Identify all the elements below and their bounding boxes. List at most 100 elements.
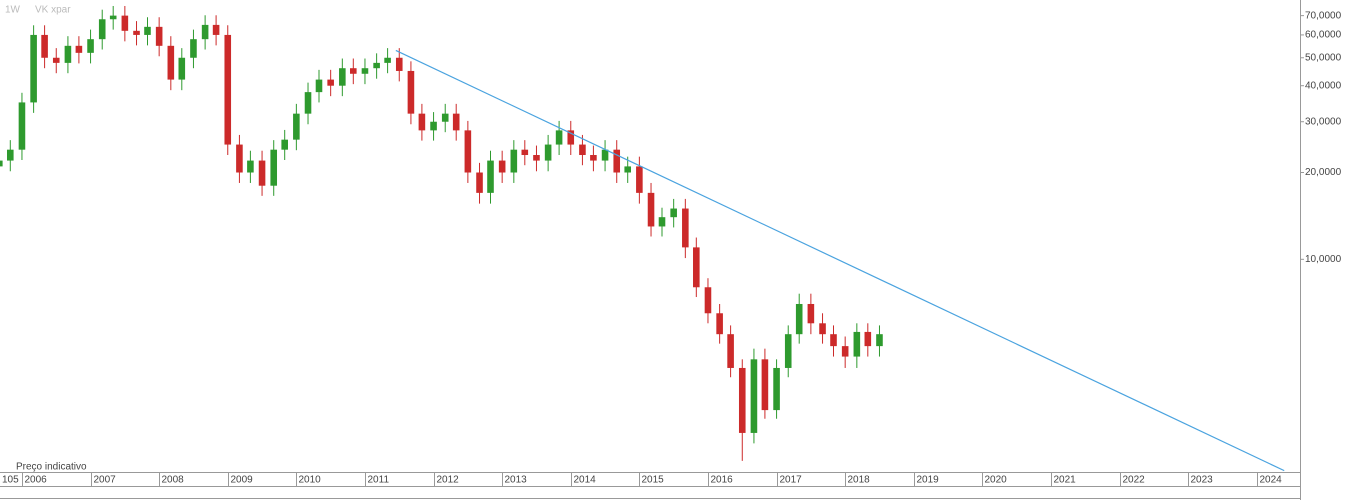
y-tick-label: 50,0000	[1305, 52, 1342, 63]
x-tick-label: 2018	[848, 475, 871, 486]
candle-body	[41, 34, 48, 58]
candle-body	[178, 57, 186, 80]
x-tick-label: 2021	[1054, 475, 1077, 486]
candle-body	[853, 331, 861, 357]
candle-body	[579, 144, 586, 156]
candle-body	[281, 139, 288, 150]
x-tick-label: 2022	[1123, 475, 1146, 486]
candle-body	[807, 303, 815, 324]
candle-body	[361, 68, 369, 74]
candle-body	[339, 68, 346, 86]
candle-body	[212, 24, 220, 35]
candle-body	[0, 160, 3, 167]
candle-body	[270, 149, 278, 186]
candle-body	[841, 346, 849, 357]
x-tick-label: 2015	[642, 475, 665, 486]
candle-body	[133, 30, 140, 35]
candle-body	[784, 334, 792, 368]
candle-body	[350, 68, 357, 74]
candle-body	[167, 45, 175, 80]
candle-body	[682, 208, 689, 248]
x-edge-label: 105	[2, 475, 19, 486]
candle-body	[384, 57, 391, 63]
candle-body	[498, 160, 506, 173]
x-tick-label: 2016	[711, 475, 734, 486]
x-tick-label: 2008	[162, 475, 185, 486]
y-tick-label: 70,0000	[1305, 10, 1342, 21]
candle-body	[544, 144, 552, 161]
candle-body	[819, 323, 826, 335]
x-tick-label: 2020	[985, 475, 1008, 486]
x-tick-label: 2010	[299, 475, 322, 486]
candle-body	[236, 144, 243, 173]
candle-body	[876, 334, 883, 347]
candle-body	[533, 155, 540, 161]
x-tick-label: 2013	[505, 475, 528, 486]
candle-body	[738, 367, 746, 433]
candle-body	[864, 331, 872, 347]
candle-body	[293, 113, 300, 140]
candle-body	[201, 24, 209, 40]
candle-body	[510, 149, 518, 173]
candle-body	[521, 149, 529, 156]
y-tick-label: 40,0000	[1305, 80, 1342, 91]
candle-body	[144, 26, 151, 35]
x-tick-label: 2012	[437, 475, 460, 486]
candle-body	[601, 149, 609, 161]
candle-body	[613, 149, 621, 173]
candle-body	[441, 113, 449, 122]
candle-body	[395, 57, 403, 71]
candle-body	[830, 334, 837, 347]
candle-body	[567, 130, 575, 145]
candle-body	[247, 160, 254, 173]
candle-body	[795, 303, 803, 335]
x-tick-label: 2011	[368, 475, 390, 486]
candle-body	[452, 113, 460, 131]
candle-body	[87, 39, 94, 53]
candle-body	[658, 217, 666, 227]
x-tick-label: 2023	[1191, 475, 1214, 486]
y-tick-label: 60,0000	[1305, 30, 1342, 41]
candle-body	[590, 155, 597, 161]
candle-body	[773, 367, 780, 411]
candle-body	[6, 149, 14, 161]
candle-body	[155, 26, 163, 46]
x-tick-label: 2007	[94, 475, 117, 486]
candle-body	[18, 102, 26, 150]
candle-body	[64, 45, 72, 63]
candle-body	[487, 160, 494, 193]
x-tick-label: 2024	[1260, 475, 1283, 486]
candle-body	[647, 192, 655, 227]
candle-body	[98, 19, 106, 40]
candle-body	[636, 166, 643, 193]
candle-body	[224, 34, 232, 145]
x-tick-label: 2019	[917, 475, 940, 486]
candle-body	[693, 247, 700, 288]
x-tick-label: 2006	[25, 475, 48, 486]
candle-body	[418, 113, 426, 131]
symbol-label: VK xpar	[35, 5, 71, 16]
candle-body	[761, 359, 769, 411]
x-tick-label: 2014	[574, 475, 597, 486]
candle-body	[327, 79, 334, 86]
candle-body	[555, 130, 563, 145]
candle-body	[52, 57, 60, 63]
candle-body	[727, 334, 734, 368]
candle-body	[304, 92, 312, 114]
x-tick-label: 2017	[780, 475, 803, 486]
candle-body	[464, 130, 472, 173]
candle-body	[624, 166, 631, 173]
candle-body	[75, 45, 83, 53]
note: Preço indicativo	[16, 462, 87, 473]
candle-body	[750, 359, 758, 433]
interval-label: 1W	[5, 5, 21, 16]
y-tick-label: 20,0000	[1305, 167, 1342, 178]
y-tick-label: 10,0000	[1305, 254, 1342, 265]
candle-body	[476, 172, 483, 193]
trend-line	[395, 49, 1285, 472]
candle-body	[373, 62, 380, 69]
y-tick-label: 30,0000	[1305, 116, 1342, 127]
candle-body	[716, 313, 723, 335]
candle-body	[190, 39, 197, 58]
